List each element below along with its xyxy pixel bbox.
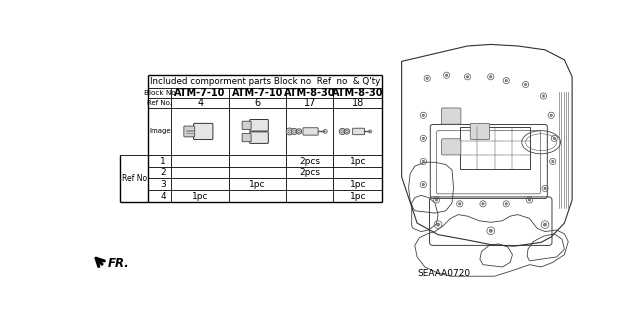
Text: ATM-7-10: ATM-7-10 [232, 88, 283, 98]
Circle shape [552, 160, 554, 163]
Text: 17: 17 [303, 98, 316, 108]
FancyBboxPatch shape [353, 128, 365, 135]
Circle shape [296, 129, 301, 134]
Text: Included comporment parts Block no  Ref  no  & Q'ty: Included comporment parts Block no Ref n… [150, 77, 380, 86]
Circle shape [291, 128, 298, 135]
Circle shape [323, 130, 327, 133]
Text: 2pcs: 2pcs [300, 157, 320, 166]
Circle shape [436, 223, 440, 226]
Circle shape [482, 203, 484, 205]
FancyBboxPatch shape [250, 120, 268, 131]
Text: 1pc: 1pc [349, 192, 366, 201]
Text: 4: 4 [160, 192, 166, 201]
Circle shape [422, 183, 424, 186]
Circle shape [529, 199, 531, 201]
Text: 1pc: 1pc [249, 180, 266, 189]
Circle shape [286, 128, 293, 135]
Circle shape [422, 114, 424, 116]
Circle shape [505, 203, 508, 205]
Circle shape [435, 199, 438, 201]
Circle shape [292, 130, 296, 133]
Circle shape [445, 74, 448, 76]
Text: Ref No: Ref No [122, 174, 147, 183]
FancyBboxPatch shape [303, 128, 318, 135]
Circle shape [369, 130, 372, 133]
FancyBboxPatch shape [470, 123, 490, 139]
Circle shape [543, 223, 547, 226]
Circle shape [288, 130, 291, 133]
Circle shape [346, 130, 348, 133]
Text: FR.: FR. [108, 256, 130, 270]
Text: 3: 3 [160, 180, 166, 189]
Circle shape [553, 137, 556, 139]
Text: 2: 2 [160, 168, 166, 177]
Text: 18: 18 [352, 98, 364, 108]
Text: 1: 1 [160, 157, 166, 166]
Bar [460, 127, 529, 169]
Text: Image: Image [149, 129, 171, 134]
Text: ATM-8-30: ATM-8-30 [284, 88, 335, 98]
FancyBboxPatch shape [184, 126, 195, 137]
Text: Block No: Block No [144, 90, 176, 96]
FancyBboxPatch shape [242, 134, 251, 142]
Circle shape [542, 95, 545, 97]
Text: 2pcs: 2pcs [300, 168, 320, 177]
Circle shape [426, 77, 428, 79]
Text: 6: 6 [255, 98, 260, 108]
Circle shape [459, 203, 461, 205]
Text: 1pc: 1pc [349, 157, 366, 166]
Text: 4: 4 [197, 98, 203, 108]
Circle shape [524, 83, 527, 85]
Circle shape [544, 187, 546, 189]
Text: ATM-8-30: ATM-8-30 [332, 88, 383, 98]
Circle shape [344, 129, 349, 134]
Text: 1pc: 1pc [349, 180, 366, 189]
FancyBboxPatch shape [442, 108, 461, 124]
Circle shape [505, 79, 508, 82]
Circle shape [340, 130, 344, 133]
Text: Ref No.: Ref No. [147, 100, 172, 106]
Text: 1pc: 1pc [192, 192, 209, 201]
Circle shape [490, 76, 492, 78]
Circle shape [298, 130, 300, 133]
FancyBboxPatch shape [250, 132, 268, 143]
Text: ATM-7-10: ATM-7-10 [175, 88, 226, 98]
Circle shape [422, 137, 424, 139]
FancyBboxPatch shape [242, 121, 251, 130]
Circle shape [467, 76, 468, 78]
Circle shape [489, 229, 492, 232]
FancyBboxPatch shape [193, 123, 213, 139]
FancyBboxPatch shape [442, 139, 461, 155]
Text: SEAAA0720: SEAAA0720 [417, 269, 470, 278]
Circle shape [422, 160, 424, 163]
Circle shape [339, 128, 346, 135]
Circle shape [550, 114, 552, 116]
